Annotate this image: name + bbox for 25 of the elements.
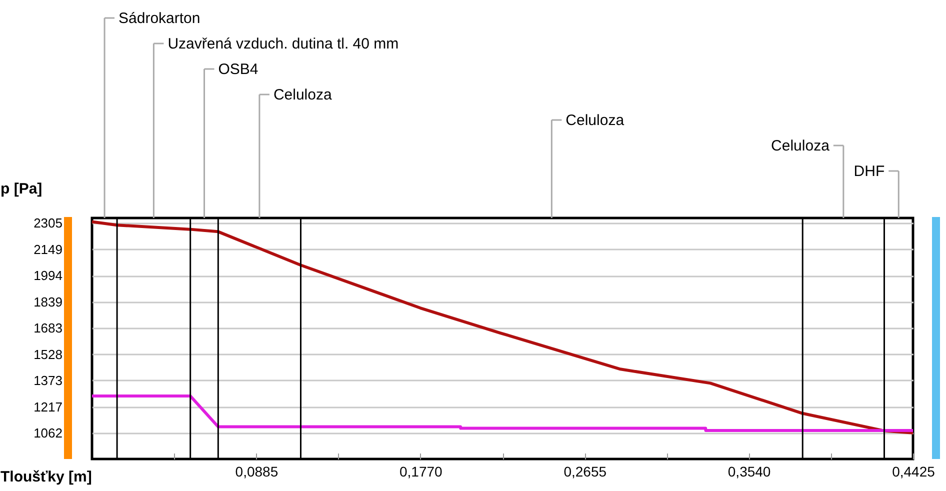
y-tick-label: 1062 — [34, 425, 62, 440]
y-tick-label: 1373 — [34, 372, 62, 388]
x-axis-title: Tloušťky [m] — [0, 468, 92, 486]
y-tick-label: 1994 — [34, 268, 62, 284]
y-tick-label: 1839 — [34, 294, 62, 310]
x-tick-label: 0,2655 — [564, 464, 607, 480]
text: Celuloza — [771, 138, 830, 154]
x-tick-label: 0,0885 — [235, 464, 278, 480]
line-series — [90, 220, 914, 434]
text: OSB4 — [218, 61, 258, 78]
x-tick-label: 0,3540 — [728, 464, 771, 480]
y-tick-label: 1217 — [34, 399, 62, 414]
text: Celuloza — [273, 86, 332, 104]
text: DHF — [854, 163, 885, 180]
text: Uzavřená vzduch. dutina tl. 40 mm — [168, 36, 399, 52]
y-tick-label: 1683 — [34, 320, 62, 336]
x-tick-label: 0,4425 — [892, 464, 936, 480]
text: Celuloza — [566, 112, 625, 129]
text: Sádrokarton — [118, 10, 200, 27]
y-axis-title: p [Pa] — [0, 180, 42, 198]
y-tick-label: 1528 — [34, 346, 62, 362]
x-tick-label: 0,1770 — [399, 464, 443, 480]
y-tick-label: 2305 — [34, 216, 62, 231]
y-tick-label: 2149 — [34, 242, 62, 257]
line-series — [90, 394, 914, 432]
